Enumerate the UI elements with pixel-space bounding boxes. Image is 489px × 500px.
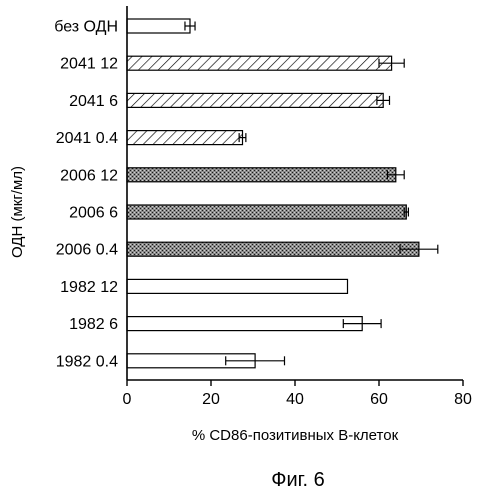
y-axis-title: ОДН (мкг/мл) (9, 166, 26, 258)
x-tick-label: 20 (202, 391, 220, 408)
x-tick-label: 0 (123, 391, 132, 408)
category-label: 2041 12 (60, 56, 118, 73)
x-axis-ticks: 0 20 40 60 80 (123, 380, 472, 408)
category-label: 2006 12 (60, 167, 118, 184)
bar (127, 205, 406, 219)
bar (127, 168, 396, 182)
x-tick-label: 40 (286, 391, 304, 408)
category-label: 2041 6 (69, 93, 118, 110)
bars-group (127, 19, 438, 368)
bar (127, 279, 348, 293)
category-label: 2006 0.4 (56, 242, 118, 259)
category-label: без ОДН (54, 19, 118, 36)
category-label: 1982 12 (60, 279, 118, 296)
bar (127, 19, 190, 33)
bar (127, 242, 419, 256)
category-label: 2006 6 (69, 205, 118, 222)
figure-caption: Фиг. 6 (271, 469, 324, 491)
category-labels: без ОДН 2041 12 2041 6 2041 0.4 2006 12 2006 … (54, 19, 118, 371)
category-label: 2041 0.4 (56, 130, 118, 147)
bar (127, 317, 362, 331)
x-axis-title: % CD86-позитивных В-клеток (192, 427, 399, 444)
category-label: 1982 6 (69, 316, 118, 333)
x-tick-label: 60 (370, 391, 388, 408)
bar (127, 131, 243, 145)
bar (127, 56, 392, 70)
x-tick-label: 80 (454, 391, 472, 408)
bar (127, 93, 383, 107)
category-label: 1982 0.4 (56, 353, 118, 370)
